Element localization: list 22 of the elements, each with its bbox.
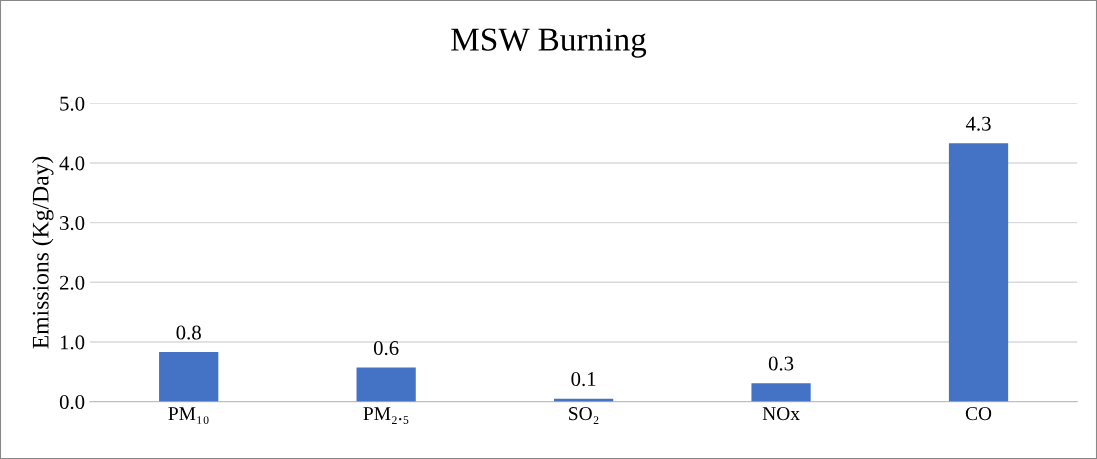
x-tick-label: SO₂ — [569, 407, 599, 424]
bar — [948, 143, 1009, 402]
x-tick-label: PM₁₀ — [168, 407, 209, 425]
x-tick-label: PM₂.₅ — [363, 407, 409, 424]
y-tick-label: 2.0 — [59, 275, 85, 290]
bar — [159, 352, 219, 402]
data-label: 0.8 — [176, 325, 201, 340]
bar — [751, 383, 811, 402]
data-label: 0.3 — [768, 356, 794, 371]
x-tick-label: NOx — [762, 407, 800, 421]
y-tick-label: 3.0 — [60, 215, 85, 231]
y-axis-title: Emissions (Kg/Day) — [32, 156, 54, 349]
bar — [356, 367, 416, 402]
chart-title: MSW Burning — [451, 28, 647, 58]
x-tick-label: CO — [965, 407, 992, 421]
y-tick-label: 5.0 — [60, 96, 85, 111]
y-tick-label: 4.0 — [59, 156, 85, 171]
data-label: 4.3 — [965, 116, 991, 131]
data-label: 0.1 — [571, 372, 596, 387]
y-tick-label: 0.0 — [59, 395, 85, 410]
y-tick-label: 1.0 — [60, 335, 85, 350]
data-label: 0.6 — [373, 340, 399, 356]
